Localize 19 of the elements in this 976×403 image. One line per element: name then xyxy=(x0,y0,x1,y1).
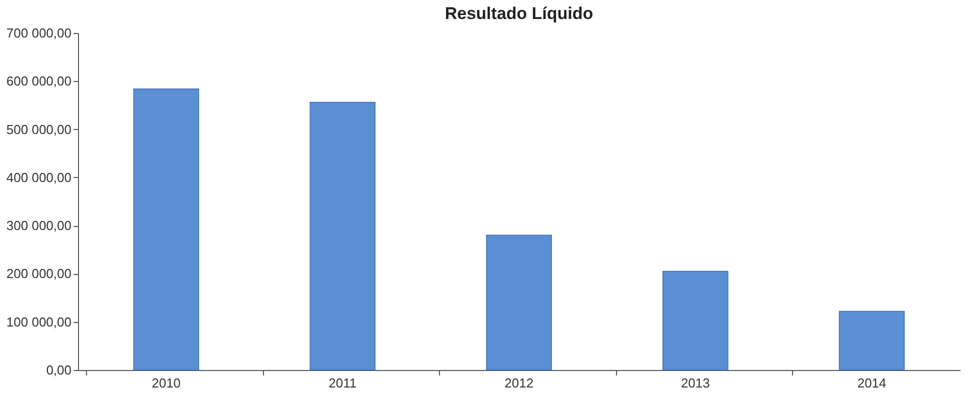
x-tick-label: 2011 xyxy=(328,376,357,390)
bar xyxy=(662,270,728,370)
bar xyxy=(133,88,200,370)
x-tick-label: 2013 xyxy=(680,376,710,390)
y-tick-label: 100 000,00 xyxy=(6,314,72,330)
x-tick-label: 2014 xyxy=(857,376,886,390)
x-tick-label: 2010 xyxy=(152,376,181,390)
y-tick-label: 600 000,00 xyxy=(6,74,72,89)
bar xyxy=(838,310,905,370)
chart-title: Resultado Líquido xyxy=(444,4,594,23)
x-tick-label: 2012 xyxy=(504,376,534,390)
bar xyxy=(310,102,376,370)
bar xyxy=(486,234,552,370)
y-tick-label: 0,00 xyxy=(46,362,72,378)
y-tick-label: 500 000,00 xyxy=(6,122,72,137)
y-tick-label: 300 000,00 xyxy=(6,218,72,234)
y-tick-label: 200 000,00 xyxy=(6,266,72,282)
y-tick-label: 400 000,00 xyxy=(6,170,72,185)
y-tick-label: 700 000,00 xyxy=(6,26,72,40)
